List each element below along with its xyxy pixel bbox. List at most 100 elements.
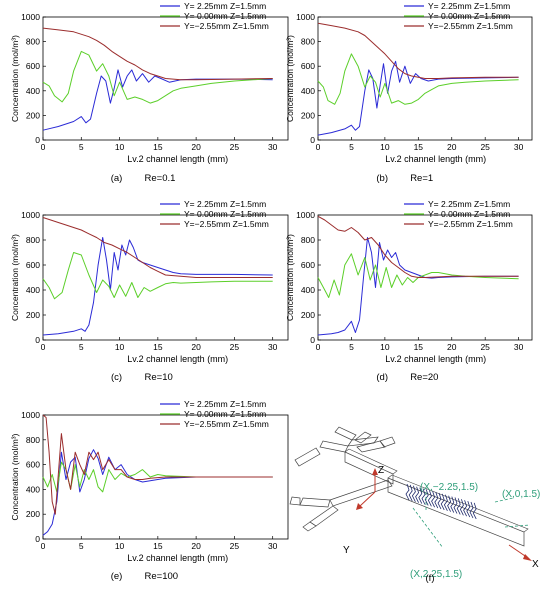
chart-panel-c: 0 5 10 15 20 25 30 0 200 400 600 800 1000 Lv.2 channe… [10,199,289,383]
mixing-strand [453,497,458,514]
x-tick-label: 5 [79,342,84,352]
legend-label-2: Y= 0.00mm Z=1.5mm [184,209,266,219]
legend-label-1: Y= 2.25mm Z=1.5mm [428,1,510,11]
series-line-1 [317,237,519,336]
series-group [317,22,519,136]
chart-panel-e: 0 5 10 15 20 25 30 0 200 400 600 800 1000 Lv.2 channe… [10,399,289,582]
mixing-strand [424,489,429,506]
x-tick-label: 30 [514,142,524,152]
y-tick-label: 600 [301,61,315,71]
legend-label-3: Y=−2.55mm Z=1.5mm [184,419,269,429]
left-arm [329,479,393,507]
series-line-3 [317,22,519,79]
series-line-3 [42,414,273,515]
x-tick-label: 30 [514,342,524,352]
y-tick-label: 0 [35,534,40,544]
probe-label-3: (X,2.25,1.5) [410,569,462,580]
y-tick-label: 800 [301,235,315,245]
panel-caption-label: Re=1 [410,173,433,184]
mixing-pattern [405,483,477,520]
y-tick-label: 200 [301,110,315,120]
series-line-1 [42,449,273,536]
x-axis-label: Lv.2 channel length (mm) [385,154,486,164]
legend-label-3: Y=−2.55mm Z=1.5mm [184,219,269,229]
chart-panel-b: 0 5 10 15 20 25 30 0 200 400 600 800 1000 Lv.2 channe… [285,1,533,184]
y-tick-label: 400 [301,86,315,96]
series-group [42,27,273,131]
y-tick-label: 600 [26,260,40,270]
y-tick-label: 400 [26,484,40,494]
y-tick-label: 800 [26,37,40,47]
axis-triad [356,468,532,561]
left-fork [299,497,339,527]
x-axis-label: Lv.2 channel length (mm) [127,553,228,563]
series-line-1 [317,60,519,136]
x-axis-label: Lv.2 channel length (mm) [127,354,228,364]
channel-outline [344,451,394,485]
y-tick-label: 1000 [296,210,315,220]
x-tick-label: 15 [153,142,163,152]
mixing-strand [427,490,432,507]
channel-diagram: (X,−2.25,1.5) (X,0,1.5) (X,2.25,1.5) Z Y X (f) [289,426,540,584]
probe-line-4 [504,524,531,528]
legend-label-1: Y= 2.25mm Z=1.5mm [428,199,510,209]
mixing-strand [405,483,410,501]
y-tick-label: 400 [26,86,40,96]
x-tick-label: 5 [349,342,354,352]
panel-caption-letter: (e) [111,571,123,582]
legend-label-3: Y=−2.55mm Z=1.5mm [184,21,269,31]
legend-label-2: Y= 0.00mm Z=1.5mm [184,409,266,419]
upper-top-fork [334,426,379,447]
legend-label-2: Y= 0.00mm Z=1.5mm [428,11,510,21]
legend-label-1: Y= 2.25mm Z=1.5mm [184,199,266,209]
y-tick-label: 200 [301,310,315,320]
x-tick-label: 30 [268,342,278,352]
panel-caption-letter: (d) [376,372,388,383]
x-tick-label: 0 [316,342,321,352]
panel-caption-letter: (c) [111,372,122,383]
x-tick-label: 25 [230,541,240,551]
y-tick-label: 600 [26,460,40,470]
plot-frame [317,16,533,141]
mixing-strand [431,491,436,508]
x-tick-label: 30 [268,142,278,152]
mixing-strand [463,500,468,517]
x-tick-label: 0 [316,142,321,152]
y-tick-label: 200 [26,110,40,120]
channel-depth [344,448,398,475]
x-tick-label: 20 [191,342,201,352]
x-tick-label: 10 [115,541,125,551]
series-line-2 [317,253,519,298]
mixing-strand [456,498,461,515]
legend-label-3: Y=−2.55mm Z=1.5mm [428,21,513,31]
y-arrow [356,503,363,510]
y-axis-label: Concentration (mol/m³) [10,433,20,520]
axis-x-label: X [532,559,539,570]
x-tick-label: 5 [79,541,84,551]
panel-caption-label: Re=100 [145,571,179,582]
y-tick-label: 600 [301,260,315,270]
mixing-strand [415,486,420,503]
x-tick-label: 0 [41,541,46,551]
x-axis-label: Lv.2 channel length (mm) [385,354,486,364]
x-arrow [523,554,532,561]
y-tick-label: 800 [26,235,40,245]
y-tick-label: 0 [310,135,315,145]
y-axis-label: Concentration (mol/m³) [10,234,20,321]
mixing-strand [469,501,474,519]
legend-label-3: Y=−2.55mm Z=1.5mm [428,219,513,229]
left-fork-ends [289,496,317,532]
x-tick-label: 25 [480,342,490,352]
x-tick-label: 10 [115,142,125,152]
upper-left-branch [294,447,321,467]
mixing-strand [472,502,477,520]
series-line-2 [42,252,273,300]
panel-caption-letter: (b) [376,173,388,184]
axis-z-label: Z [378,465,384,476]
series-group [42,217,273,336]
x-tick-label: 15 [414,342,424,352]
mixing-strand [437,492,442,510]
axis-y-label: Y [343,545,350,556]
x-tick-label: 20 [191,541,201,551]
